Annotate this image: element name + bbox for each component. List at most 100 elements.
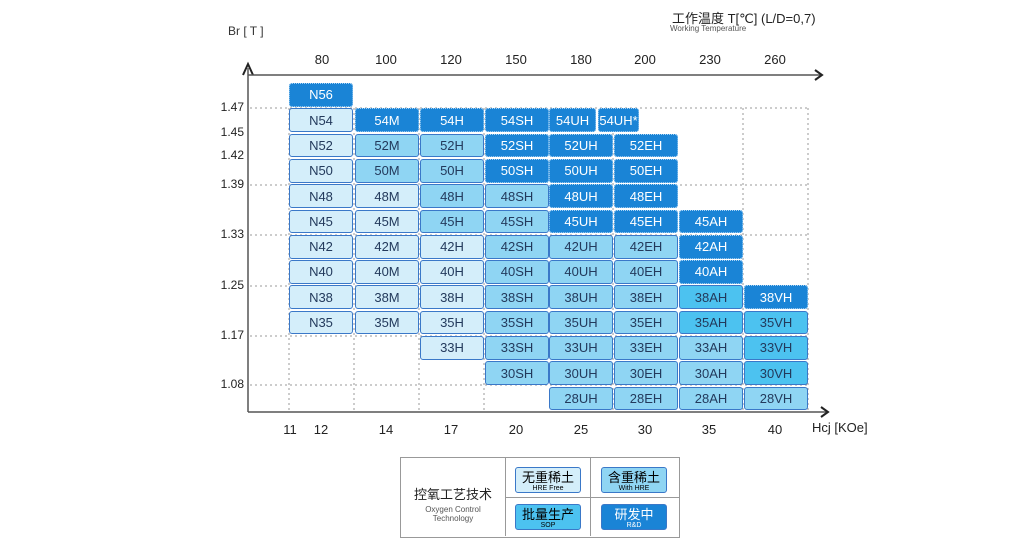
grade-cell: 40EH xyxy=(614,260,678,284)
grade-cell: 42UH xyxy=(549,234,613,259)
grade-cell: 38M xyxy=(355,285,419,310)
bottom-tick-label: 12 xyxy=(313,422,329,437)
grade-cell: 48UH xyxy=(549,184,613,208)
grade-cell: 54UH* xyxy=(598,108,639,133)
grade-cell: 52EH xyxy=(614,133,678,158)
grade-cell: 30UH xyxy=(549,361,613,386)
grade-cell: 33SH xyxy=(485,336,549,360)
bottom-tick-label: 14 xyxy=(378,422,394,437)
grade-cell: 28VH xyxy=(744,386,808,411)
grade-cell: 40H xyxy=(420,260,484,284)
y-tick-label: 1.47 xyxy=(220,100,244,114)
top-tick-label: 230 xyxy=(699,52,721,67)
grade-cell: 38H xyxy=(420,285,484,310)
x-axis-label: Hcj [KOe] xyxy=(812,420,868,435)
grade-cell: 38AH xyxy=(679,285,743,310)
y-tick-label: 1.17 xyxy=(220,328,244,342)
top-tick-label: 100 xyxy=(375,52,397,67)
top-axis-arrow xyxy=(814,69,824,81)
grade-cell: 30AH xyxy=(679,361,743,386)
grade-cell: 28EH xyxy=(614,386,678,411)
grade-cell: 50EH xyxy=(614,158,678,183)
legend-subtitle: Oxygen Control Technology xyxy=(425,505,481,523)
chart-title: 工作温度 T[℃] (L/D=0,7) xyxy=(672,11,816,26)
bottom-tick-label: 35 xyxy=(701,422,717,437)
grade-cell: 40UH xyxy=(549,260,613,284)
grade-cell: 30VH xyxy=(744,361,808,386)
y-tick-label: 1.08 xyxy=(220,377,244,391)
grade-cell: N52 xyxy=(289,133,353,158)
grade-cell: 52UH xyxy=(549,133,613,158)
grade-cell: 50SH xyxy=(485,158,549,183)
grade-cell: N45 xyxy=(289,209,353,234)
grade-cell: 38SH xyxy=(485,285,549,310)
grade-cell: 48EH xyxy=(614,184,678,208)
grade-cell: 38UH xyxy=(549,285,613,310)
legend-item-sop: 批量生产 SOP xyxy=(515,504,581,530)
grade-cell: 45AH xyxy=(679,209,743,234)
y-tick-label: 1.42 xyxy=(220,148,244,162)
grade-cell: 48M xyxy=(355,184,419,208)
grade-cell: 45EH xyxy=(614,209,678,234)
grade-cell: N38 xyxy=(289,285,353,310)
grade-cell: 45UH xyxy=(549,209,613,234)
legend-item-hre: 含重稀土 With HRE xyxy=(601,467,667,493)
grade-cell: 35VH xyxy=(744,310,808,335)
bottom-axis-arrow xyxy=(820,406,830,418)
grade-cell: 35EH xyxy=(614,310,678,335)
grade-cell: N40 xyxy=(289,260,353,284)
grade-cell: 30SH xyxy=(485,361,549,386)
grade-cell: 42AH xyxy=(679,234,743,259)
grade-cell: N48 xyxy=(289,184,353,208)
grade-cell: 45SH xyxy=(485,209,549,234)
grade-cell: 35AH xyxy=(679,310,743,335)
bottom-tick-label: 40 xyxy=(767,422,783,437)
y-tick-label: 1.33 xyxy=(220,227,244,241)
grade-cell: N56 xyxy=(289,83,353,107)
grade-cell: 52SH xyxy=(485,133,549,158)
top-tick-label: 120 xyxy=(440,52,462,67)
grade-cell: 35H xyxy=(420,310,484,335)
top-tick-label: 200 xyxy=(634,52,656,67)
y-tick-label: 1.25 xyxy=(220,278,244,292)
grade-cell: 50UH xyxy=(549,158,613,183)
grade-cell: 42M xyxy=(355,234,419,259)
grade-cell: 52H xyxy=(420,133,484,158)
grade-cell: 45M xyxy=(355,209,419,234)
grade-cell: 35M xyxy=(355,310,419,335)
grade-cell: 54H xyxy=(420,108,484,133)
grade-cell: 38VH xyxy=(744,285,808,310)
grade-cell: 42EH xyxy=(614,234,678,259)
grade-cell: 33EH xyxy=(614,336,678,360)
grade-cell: 35UH xyxy=(549,310,613,335)
top-tick-label: 180 xyxy=(570,52,592,67)
grade-cell: 52M xyxy=(355,133,419,158)
chart-subtitle: Working Temperature xyxy=(670,24,747,33)
bottom-tick-label: 20 xyxy=(508,422,524,437)
grade-cell: 54UH xyxy=(549,108,596,133)
grade-cell: N50 xyxy=(289,158,353,183)
grade-cell: 54SH xyxy=(485,108,549,133)
grade-cell: N42 xyxy=(289,234,353,259)
grade-cell: 40M xyxy=(355,260,419,284)
grade-cell: 33VH xyxy=(744,336,808,360)
grade-cell: 48H xyxy=(420,184,484,208)
top-tick-label: 150 xyxy=(505,52,527,67)
top-tick-label: 80 xyxy=(314,52,330,67)
grade-cell: 28AH xyxy=(679,386,743,411)
bottom-tick-label: 30 xyxy=(637,422,653,437)
grade-cell: 42SH xyxy=(485,234,549,259)
grade-cell: 33AH xyxy=(679,336,743,360)
grade-cell: N54 xyxy=(289,108,353,133)
grade-cell: 45H xyxy=(420,209,484,234)
legend-title: 控氧工艺技术 xyxy=(413,487,492,502)
legend-item-rd: 研发中 R&D xyxy=(601,504,667,530)
grade-cell: 38EH xyxy=(614,285,678,310)
grade-cell: 28UH xyxy=(549,386,613,411)
grade-cell: 42H xyxy=(420,234,484,259)
grade-cell: 48SH xyxy=(485,184,549,208)
grade-cell: 40AH xyxy=(679,260,743,284)
grade-cell: 33H xyxy=(420,336,484,360)
y-tick-label: 1.39 xyxy=(220,177,244,191)
